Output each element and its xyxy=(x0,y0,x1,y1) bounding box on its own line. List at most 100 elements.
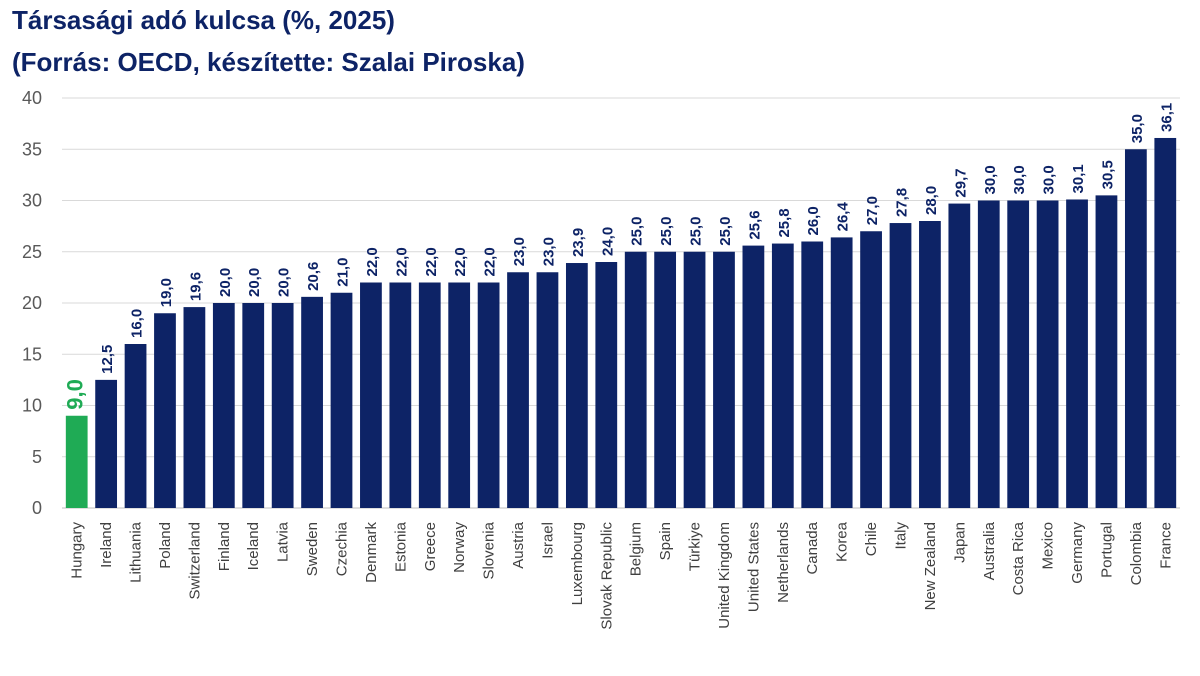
data-label: 12,5 xyxy=(99,345,116,374)
x-category-label: Poland xyxy=(157,522,174,569)
data-label: 20,0 xyxy=(276,268,293,297)
bar-austria xyxy=(507,272,529,508)
data-label: 30,1 xyxy=(1070,164,1087,193)
data-label: 22,0 xyxy=(452,247,469,276)
bar-lithuania xyxy=(124,344,147,508)
x-category-label: France xyxy=(1157,522,1174,569)
x-category-label: Austria xyxy=(510,521,527,568)
x-category-label: Colombia xyxy=(1128,521,1145,585)
data-label: 26,0 xyxy=(805,206,822,235)
bar-spain xyxy=(654,251,677,508)
data-label: 27,0 xyxy=(864,196,881,225)
bar-france xyxy=(1154,137,1177,508)
x-category-label: Latvia xyxy=(275,521,292,562)
bar-finland xyxy=(212,303,235,508)
data-label: 24,0 xyxy=(599,227,616,256)
y-tick-label: 25 xyxy=(22,242,42,262)
data-label: 19,6 xyxy=(187,272,204,301)
bar-norway xyxy=(448,282,471,508)
data-label: 26,4 xyxy=(835,202,852,232)
data-label: 23,0 xyxy=(540,237,557,266)
data-labels: 9,0 12,5 16,0 19,0 19,6 20,0 20,0 20,0 20,6 21,0 2… xyxy=(63,103,1176,410)
data-label: 25,0 xyxy=(629,217,646,246)
data-label: 22,0 xyxy=(364,247,381,276)
data-label: 9,0 xyxy=(63,379,88,410)
x-category-label: Czechia xyxy=(334,521,351,576)
bar-greece xyxy=(418,282,441,508)
data-label: 29,7 xyxy=(952,168,969,197)
data-label: 28,0 xyxy=(923,186,940,215)
x-category-label: United Kingdom xyxy=(716,522,733,629)
data-label: 36,1 xyxy=(1158,103,1175,132)
y-tick-label: 30 xyxy=(22,191,42,211)
x-category-label: Luxembourg xyxy=(569,522,586,605)
data-label: 35,0 xyxy=(1129,114,1146,143)
y-axis-ticks: 0 5 10 15 20 25 30 35 40 xyxy=(22,88,42,518)
x-category-label: Sweden xyxy=(304,522,321,576)
bar-korea xyxy=(830,237,853,508)
data-label: 19,0 xyxy=(158,278,175,307)
bar-sweden xyxy=(301,296,323,508)
x-category-label: Denmark xyxy=(363,522,380,583)
bar-slovak-republic xyxy=(595,262,618,508)
y-tick-label: 10 xyxy=(22,396,42,416)
x-category-label: Costa Rica xyxy=(1010,521,1027,595)
bar-mexico xyxy=(1036,200,1059,508)
data-label: 25,0 xyxy=(717,217,734,246)
bar-united-kingdom xyxy=(713,251,735,508)
bar-belgium xyxy=(624,251,647,508)
x-category-label: Norway xyxy=(451,522,468,573)
x-axis-categories: Hungary Ireland Lithuania Poland Switzerland… xyxy=(69,521,1175,629)
data-label: 27,8 xyxy=(894,188,911,217)
bar-luxembourg xyxy=(565,263,588,508)
data-label: 25,0 xyxy=(658,217,675,246)
x-category-label: Italy xyxy=(893,522,910,550)
bar-united-states xyxy=(742,245,765,508)
bar-latvia xyxy=(271,303,294,508)
x-category-label: Canada xyxy=(804,521,821,574)
data-label: 30,0 xyxy=(982,165,999,194)
x-category-label: Spain xyxy=(657,522,674,560)
chart-title: Társasági adó kulcsa (%, 2025) xyxy=(12,5,395,35)
x-category-label: Israel xyxy=(539,522,556,559)
bar-australia xyxy=(977,200,1000,508)
y-tick-label: 35 xyxy=(22,139,42,159)
data-label: 25,6 xyxy=(746,210,763,239)
y-tick-label: 0 xyxy=(32,498,42,518)
chart-subtitle: (Forrás: OECD, készítette: Szalai Pirosk… xyxy=(12,47,525,77)
x-category-label: Netherlands xyxy=(775,522,792,603)
bars xyxy=(65,137,1177,509)
x-category-label: Slovak Republic xyxy=(598,522,615,630)
x-category-label: Chile xyxy=(863,522,880,556)
x-category-label: Portugal xyxy=(1098,522,1115,578)
data-label: 25,8 xyxy=(776,208,793,237)
data-label: 25,0 xyxy=(688,217,705,246)
data-label: 30,5 xyxy=(1099,160,1116,189)
data-label: 22,0 xyxy=(393,247,410,276)
bar-slovenia xyxy=(477,282,500,508)
x-category-label: Iceland xyxy=(245,522,262,570)
x-category-label: Estonia xyxy=(392,521,409,572)
x-category-label: Slovenia xyxy=(481,521,498,579)
bar-colombia xyxy=(1124,149,1147,508)
x-category-label: Australia xyxy=(981,521,998,580)
data-label: 20,0 xyxy=(217,268,234,297)
data-label: 23,9 xyxy=(570,228,587,257)
y-tick-label: 5 xyxy=(32,447,42,467)
x-category-label: Belgium xyxy=(628,522,645,576)
data-label: 16,0 xyxy=(129,309,146,338)
y-tick-label: 40 xyxy=(22,88,42,108)
data-label: 23,0 xyxy=(511,237,528,266)
x-category-label: United States xyxy=(745,522,762,612)
bar-switzerland xyxy=(183,307,206,508)
bar-canada xyxy=(801,241,824,508)
bar-italy xyxy=(889,223,912,509)
x-category-label: Türkiye xyxy=(687,522,704,571)
data-label: 20,0 xyxy=(246,268,263,297)
x-category-label: Ireland xyxy=(98,522,115,568)
data-label: 20,6 xyxy=(305,262,322,291)
bar-costa-rica xyxy=(1007,200,1030,508)
bar-portugal xyxy=(1095,195,1118,508)
x-category-label: Korea xyxy=(834,521,851,562)
x-category-label: Germany xyxy=(1069,522,1086,584)
